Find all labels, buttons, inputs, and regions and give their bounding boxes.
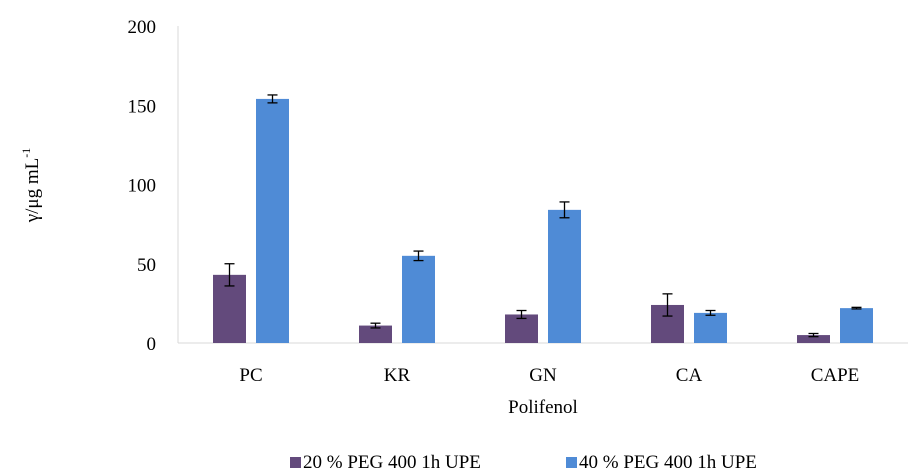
legend: 20 % PEG 400 1h UPE 40 % PEG 400 1h UPE	[290, 452, 757, 473]
bar	[694, 312, 727, 343]
legend-label: 20 % PEG 400 1h UPE	[303, 452, 481, 473]
legend-swatch	[290, 457, 301, 468]
bar	[256, 98, 289, 343]
bar	[797, 335, 830, 343]
x-tick-label: CAPE	[811, 365, 860, 386]
y-tick-label: 0	[147, 334, 157, 355]
bar	[402, 255, 435, 343]
y-tick-label: 150	[128, 96, 157, 117]
legend-label: 40 % PEG 400 1h UPE	[579, 452, 757, 473]
x-tick-label: KR	[384, 365, 411, 386]
y-axis-title-main: γ/μg mL	[22, 158, 43, 224]
x-axis-title: Polifenol	[508, 397, 578, 418]
bars-group	[213, 94, 873, 343]
y-tick-label: 50	[137, 255, 156, 276]
bar	[359, 325, 392, 343]
y-tick-label: 200	[128, 17, 157, 38]
x-tick-label: GN	[529, 365, 557, 386]
legend-swatch	[566, 457, 577, 468]
bar	[548, 209, 581, 343]
y-tick-label: 100	[128, 176, 157, 197]
y-axis-ticks: 0 50 100 150 200	[128, 17, 157, 355]
x-tick-label: PC	[239, 365, 262, 386]
x-tick-label: CA	[676, 365, 703, 386]
bar	[505, 314, 538, 343]
x-axis-ticks: PC KR GN CA CAPE	[239, 365, 859, 386]
y-axis-title: γ/μg mL-1	[19, 148, 43, 224]
bar	[840, 308, 873, 343]
y-axis-title-superscript: -1	[19, 148, 33, 158]
